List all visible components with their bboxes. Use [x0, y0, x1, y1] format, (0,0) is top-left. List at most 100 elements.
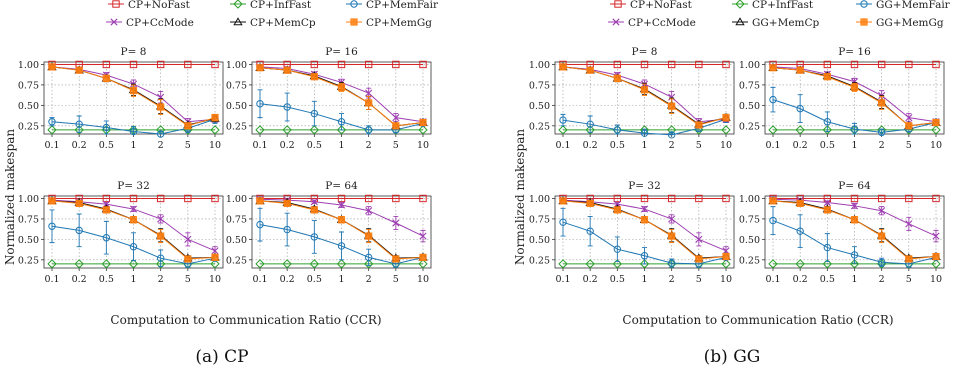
y-tick-label: 0.50	[529, 101, 550, 112]
data-point	[365, 89, 373, 97]
data-point	[722, 194, 730, 203]
data-point	[668, 215, 676, 223]
series-line	[772, 220, 937, 265]
x-tick-label: 0.5	[307, 140, 322, 151]
data-point	[129, 216, 138, 224]
data-point	[337, 83, 346, 91]
data-point	[102, 234, 111, 242]
series-gg-memgg	[559, 63, 730, 129]
data-point	[695, 121, 703, 129]
data-point	[48, 63, 56, 71]
legend-item-gg-memcp: GG+MemCp	[732, 17, 820, 29]
panel-title: P= 64	[838, 180, 871, 192]
data-point	[639, 259, 650, 269]
x-tick-label: 0.5	[610, 274, 625, 285]
panel-p-8: P= 8 0.25 0.50 0.75 1.00 0.1 0.2 0.5 1 2 5 10	[18, 46, 224, 151]
legend-marker-icon	[860, 0, 868, 8]
x-tick-label: 5	[185, 274, 191, 285]
data-point	[932, 60, 940, 69]
data-point	[156, 194, 165, 203]
legend-label: CP+MemCp	[250, 17, 316, 29]
figure-cp: CP+NoFast CP+InfFast CP+MemFair CP+CcMode CP…	[3, 0, 439, 327]
data-point	[364, 126, 373, 134]
data-point	[47, 125, 57, 135]
data-point	[586, 120, 594, 128]
x-tick-label: 0.1	[765, 274, 780, 285]
legend-label: CP+MemGg	[366, 17, 432, 29]
x-tick-label: 0.1	[555, 274, 570, 285]
data-point	[796, 199, 804, 207]
data-point	[392, 219, 400, 227]
legend-marker-icon	[860, 18, 868, 26]
panel-p-32: P= 32 0.25 0.50 0.75 1.00 0.1 0.2 0.5 1 2 5 10	[529, 180, 735, 285]
caption-gg: (b) GG	[704, 347, 761, 367]
y-axis-label: Normalized makespan	[3, 129, 17, 265]
data-point	[722, 114, 730, 122]
data-point	[102, 60, 111, 69]
data-point	[878, 99, 886, 107]
data-point	[905, 255, 913, 263]
data-point	[363, 259, 374, 269]
data-point	[419, 194, 427, 203]
x-tick-label: 0.1	[555, 140, 570, 151]
y-tick-label: 1.00	[529, 60, 550, 71]
data-point	[823, 60, 832, 69]
y-tick-label: 1.00	[739, 194, 760, 205]
data-point	[850, 125, 859, 133]
series-line	[259, 224, 424, 265]
legend-item-gg-memgg: GG+MemGg	[856, 17, 944, 29]
data-point	[392, 60, 400, 69]
data-point	[769, 216, 777, 225]
data-point	[667, 60, 676, 69]
legend-marker-icon	[233, 17, 243, 26]
legend-item-cp-memfair: CP+MemFair	[346, 0, 439, 11]
series-cp-memgg	[48, 197, 219, 263]
legend-label: GG+MemCp	[752, 17, 820, 29]
data-point	[558, 259, 568, 269]
x-tick-label: 2	[879, 140, 885, 151]
y-tick-label: 0.75	[739, 214, 760, 225]
panel-title: P= 16	[838, 46, 871, 58]
series-cp-memfair	[256, 89, 427, 135]
y-tick-label: 1.00	[739, 60, 760, 71]
data-point	[823, 243, 832, 252]
x-tick-label: 0.1	[252, 140, 267, 151]
legend: CP+NoFast CP+InfFast CP+MemFair CP+CcMode CP…	[106, 0, 439, 29]
legend-label: CP+MemFair	[366, 0, 439, 11]
data-point	[640, 86, 649, 94]
legend-label: CP+CcMode	[126, 17, 194, 29]
legend-marker-icon	[350, 0, 358, 8]
x-tick-label: 0.5	[307, 274, 322, 285]
x-tick-label: 0.2	[583, 274, 598, 285]
y-tick-label: 1.00	[226, 60, 247, 71]
data-point	[129, 60, 138, 69]
data-point	[282, 125, 292, 135]
y-tick-label: 0.25	[529, 121, 550, 132]
legend-item-cp-inffast: CP+InfFast	[230, 0, 312, 11]
y-tick-label: 0.25	[226, 255, 247, 266]
data-point	[585, 125, 595, 135]
data-point	[695, 194, 703, 203]
data-point	[74, 125, 84, 135]
legend-item-cp-nofast: CP+NoFast	[610, 0, 693, 11]
data-point	[75, 226, 83, 235]
x-tick-label: 5	[393, 140, 399, 151]
x-tick-label: 0.5	[99, 274, 114, 285]
series-line	[562, 221, 727, 265]
data-point	[877, 128, 886, 137]
y-tick-label: 0.50	[18, 235, 39, 246]
data-point	[419, 60, 427, 69]
y-tick-label: 0.75	[18, 214, 39, 225]
series-line	[51, 225, 216, 265]
error-bar	[49, 209, 55, 244]
data-point	[558, 125, 568, 135]
x-tick-label: 2	[158, 140, 164, 151]
data-point	[310, 73, 318, 81]
data-point	[256, 100, 264, 108]
panel-title: P= 32	[117, 180, 150, 192]
data-point	[337, 216, 346, 224]
data-point	[47, 259, 57, 269]
legend: CP+NoFast CP+InfFast GG+MemFair CP+CcMode GG…	[608, 0, 951, 29]
data-point	[418, 125, 428, 135]
data-point	[931, 125, 941, 135]
